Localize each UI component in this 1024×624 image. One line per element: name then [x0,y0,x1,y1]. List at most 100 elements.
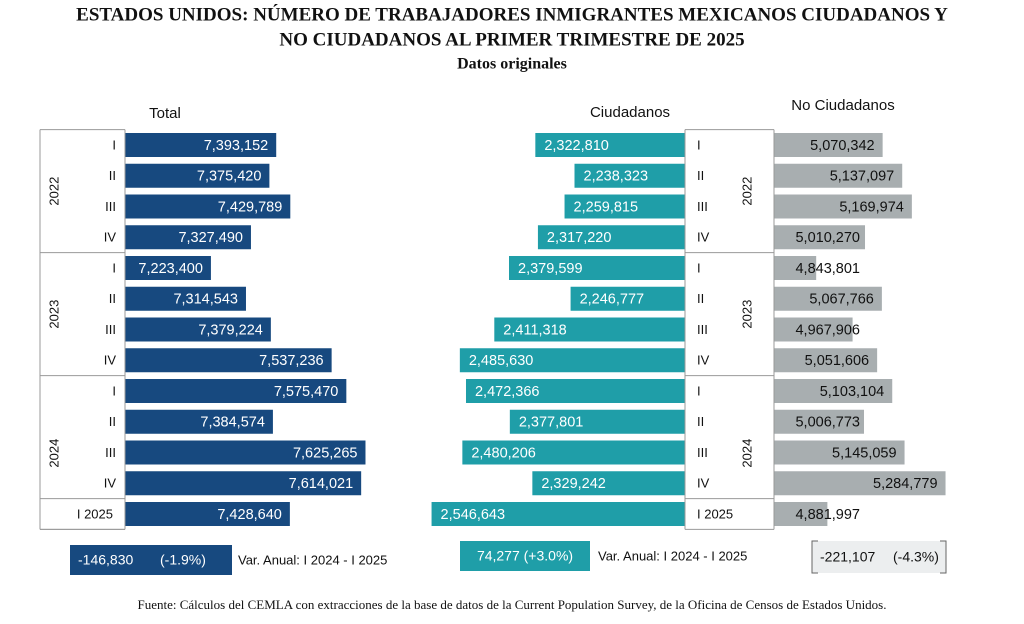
bar [564,194,685,219]
panel-title: Total [149,105,181,122]
value-label: 5,070,342 [810,138,875,154]
bracket [811,540,947,574]
category-label: IV [697,476,710,491]
source: Fuente: Cálculos del CEMLA con extraccio… [137,597,886,612]
value-label: 7,614,021 [289,476,354,492]
value-label: 5,145,059 [832,445,897,461]
panel-title: Ciudadanos [590,104,670,121]
category-label: I [112,383,116,398]
category-label: II [109,168,116,183]
category-label: III [697,445,708,460]
bar [462,440,685,465]
bar [125,317,271,342]
category-label: II [109,414,116,429]
category-label: III [105,322,116,337]
bar [774,502,828,526]
value-label: 2,329,242 [541,476,606,492]
value-label: 7,223,400 [138,261,203,277]
bar [125,225,251,250]
category-label: IV [104,230,117,245]
bar [774,440,905,465]
panel-title: No Ciudadanos [791,97,894,114]
bar [774,286,882,311]
category-label: I [697,383,701,398]
bar [532,471,685,496]
subtitle: Datos originales [457,56,567,73]
bar [125,163,270,188]
bar [125,379,347,403]
value-label: 2,317,220 [547,230,612,246]
value-label: 5,006,773 [795,415,860,431]
year-label: 2024 [739,439,754,468]
value-label: 2,411,318 [503,322,566,338]
bar [509,256,685,280]
category-label: IV [104,476,117,491]
value-label: 2,377,801 [519,415,584,431]
value-label: 2,322,810 [544,138,609,154]
value-label: 7,428,640 [217,507,282,523]
category-label: I 2025 [697,506,733,521]
bar [431,502,685,526]
bar [125,286,246,311]
year-label: 2022 [46,177,61,206]
category-label: I [697,260,701,275]
bar [570,286,685,311]
bar [459,348,685,373]
bar [125,409,273,434]
bar [574,163,685,188]
value-label: 5,067,766 [809,292,874,308]
category-label: II [109,291,116,306]
value-label: 2,238,323 [584,169,649,185]
bar [774,409,864,434]
bar [125,194,291,219]
category-label: III [105,445,116,460]
category-label: III [105,199,116,214]
bar [125,256,211,280]
value-label: 2,246,777 [580,292,645,308]
value-label: 2,472,366 [475,384,540,400]
value-label: 7,379,224 [198,322,263,338]
year-label: 2024 [46,439,61,468]
bar [537,225,685,250]
bar [125,502,290,526]
bar [774,379,893,403]
value-label: 7,327,490 [178,230,243,246]
bar [465,379,685,403]
category-label: I [112,260,116,275]
title-line: NO CIUDADANOS AL PRIMER TRIMESTRE DE 202… [279,29,744,50]
value-label: 7,384,574 [200,415,265,431]
bar [125,440,366,465]
note: Var. Anual: I 2024 - I 2025 [598,548,747,563]
year-label: 2022 [739,177,754,206]
value-label: 7,314,543 [173,292,238,308]
value-label: 4,967,906 [795,322,860,338]
annotation-box [812,541,946,573]
value-label: 5,169,974 [839,199,904,215]
bar [494,317,685,342]
value-label: 7,625,265 [293,445,358,461]
value-label: 4,843,801 [795,261,860,277]
value-label: 5,010,270 [795,230,860,246]
bar [125,471,362,496]
bar [125,133,277,157]
value-label: 7,575,470 [274,384,339,400]
bar [774,163,903,188]
bar [774,256,817,280]
category-label: I [697,137,701,152]
value-label: 5,284,779 [873,476,938,492]
bar [125,348,332,373]
note: Var. Anual: I 2024 - I 2025 [238,552,387,567]
annotation: (-4.3%) [893,549,939,565]
title-line: ESTADOS UNIDOS: NÚMERO DE TRABAJADORES I… [76,3,948,25]
category-label: I [112,137,116,152]
bar [509,409,685,434]
annotation-box [460,541,590,571]
bar [774,471,946,496]
value-label: 7,537,236 [259,353,324,369]
value-label: 7,393,152 [204,138,269,154]
year-label: 2023 [46,300,61,329]
value-label: 4,881,997 [795,507,860,523]
value-label: 5,103,104 [820,384,885,400]
value-label: 5,051,606 [805,353,870,369]
